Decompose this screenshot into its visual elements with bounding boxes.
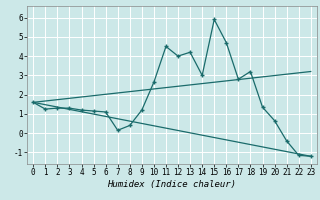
X-axis label: Humidex (Indice chaleur): Humidex (Indice chaleur) [108,180,236,189]
